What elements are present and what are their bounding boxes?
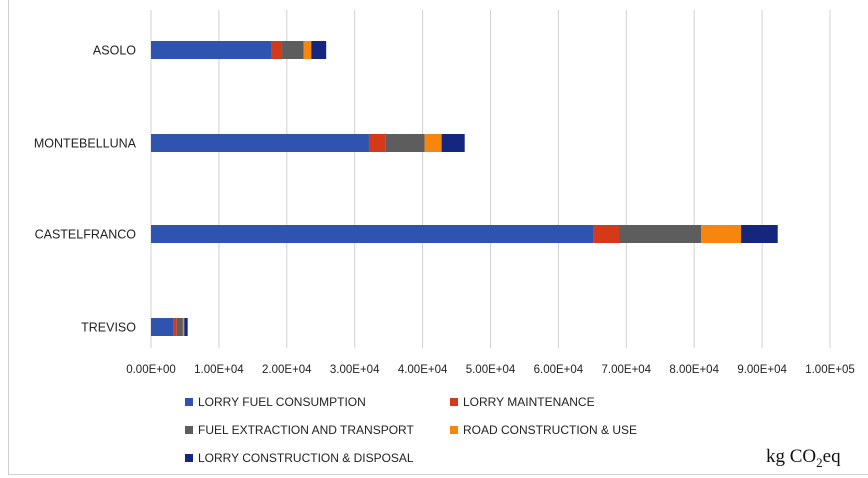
x-tick-label: 7.00E+04 xyxy=(602,364,652,376)
bar-segment xyxy=(424,134,442,152)
bar-segment xyxy=(176,318,183,336)
bar-segment xyxy=(368,134,386,152)
bar-segment xyxy=(271,41,283,59)
bar-segment xyxy=(282,41,304,59)
legend-label: LORRY FUEL CONSUMPTION xyxy=(198,395,366,409)
x-tick-label: 0.00E+00 xyxy=(126,364,176,376)
category-label: MONTEBELLUNA xyxy=(34,137,137,151)
x-tick-label: 5.00E+04 xyxy=(466,364,516,376)
bar-segment xyxy=(619,225,701,243)
chart-frame xyxy=(8,0,868,475)
bar-segment xyxy=(593,225,620,243)
legend-label: FUEL EXTRACTION AND TRANSPORT xyxy=(198,423,414,437)
bars xyxy=(151,41,778,336)
legend-swatch xyxy=(185,454,193,462)
legend-swatch xyxy=(450,398,458,406)
category-labels: ASOLO MONTEBELLUNA CASTELFRANCO TREVISO xyxy=(34,44,137,335)
bar-segment xyxy=(182,318,185,336)
category-label: TREVISO xyxy=(81,321,136,335)
x-tick-label: 6.00E+04 xyxy=(534,364,584,376)
x-tick-label: 2.00E+04 xyxy=(262,364,312,376)
x-tick-label: 8.00E+04 xyxy=(669,364,719,376)
legend-label: LORRY CONSTRUCTION & DISPOSAL xyxy=(198,451,414,465)
legend-label: LORRY MAINTENANCE xyxy=(463,395,595,409)
bar-segment xyxy=(151,41,272,59)
bar-segment xyxy=(303,41,312,59)
x-tick-label: 9.00E+04 xyxy=(737,364,787,376)
x-tick-label: 1.00E+05 xyxy=(805,364,855,376)
x-tick-label: 3.00E+04 xyxy=(330,364,380,376)
bar-segment xyxy=(441,134,465,152)
x-tick-label: 4.00E+04 xyxy=(398,364,448,376)
bar-segment xyxy=(700,225,742,243)
category-label: CASTELFRANCO xyxy=(35,228,137,242)
legend: LORRY FUEL CONSUMPTION LORRY MAINTENANCE F… xyxy=(185,395,637,465)
bar-segment xyxy=(151,318,174,336)
gridlines xyxy=(150,10,831,348)
legend-swatch xyxy=(450,426,458,434)
bar-segment xyxy=(151,225,594,243)
bar-segment xyxy=(741,225,778,243)
bar-segment xyxy=(173,318,177,336)
legend-label: ROAD CONSTRUCTION & USE xyxy=(463,423,637,437)
legend-swatch xyxy=(185,398,193,406)
bar-segment xyxy=(311,41,327,59)
category-label: ASOLO xyxy=(93,44,136,58)
x-tick-label: 1.00E+04 xyxy=(194,364,244,376)
bar-segment xyxy=(184,318,188,336)
bar-segment xyxy=(151,134,369,152)
x-axis-unit-label: kg CO2eq xyxy=(766,446,841,470)
legend-swatch xyxy=(185,426,193,434)
x-tick-labels: 0.00E+00 1.00E+04 2.00E+04 3.00E+04 4.00E+04… xyxy=(126,364,855,376)
bar-segment xyxy=(385,134,425,152)
